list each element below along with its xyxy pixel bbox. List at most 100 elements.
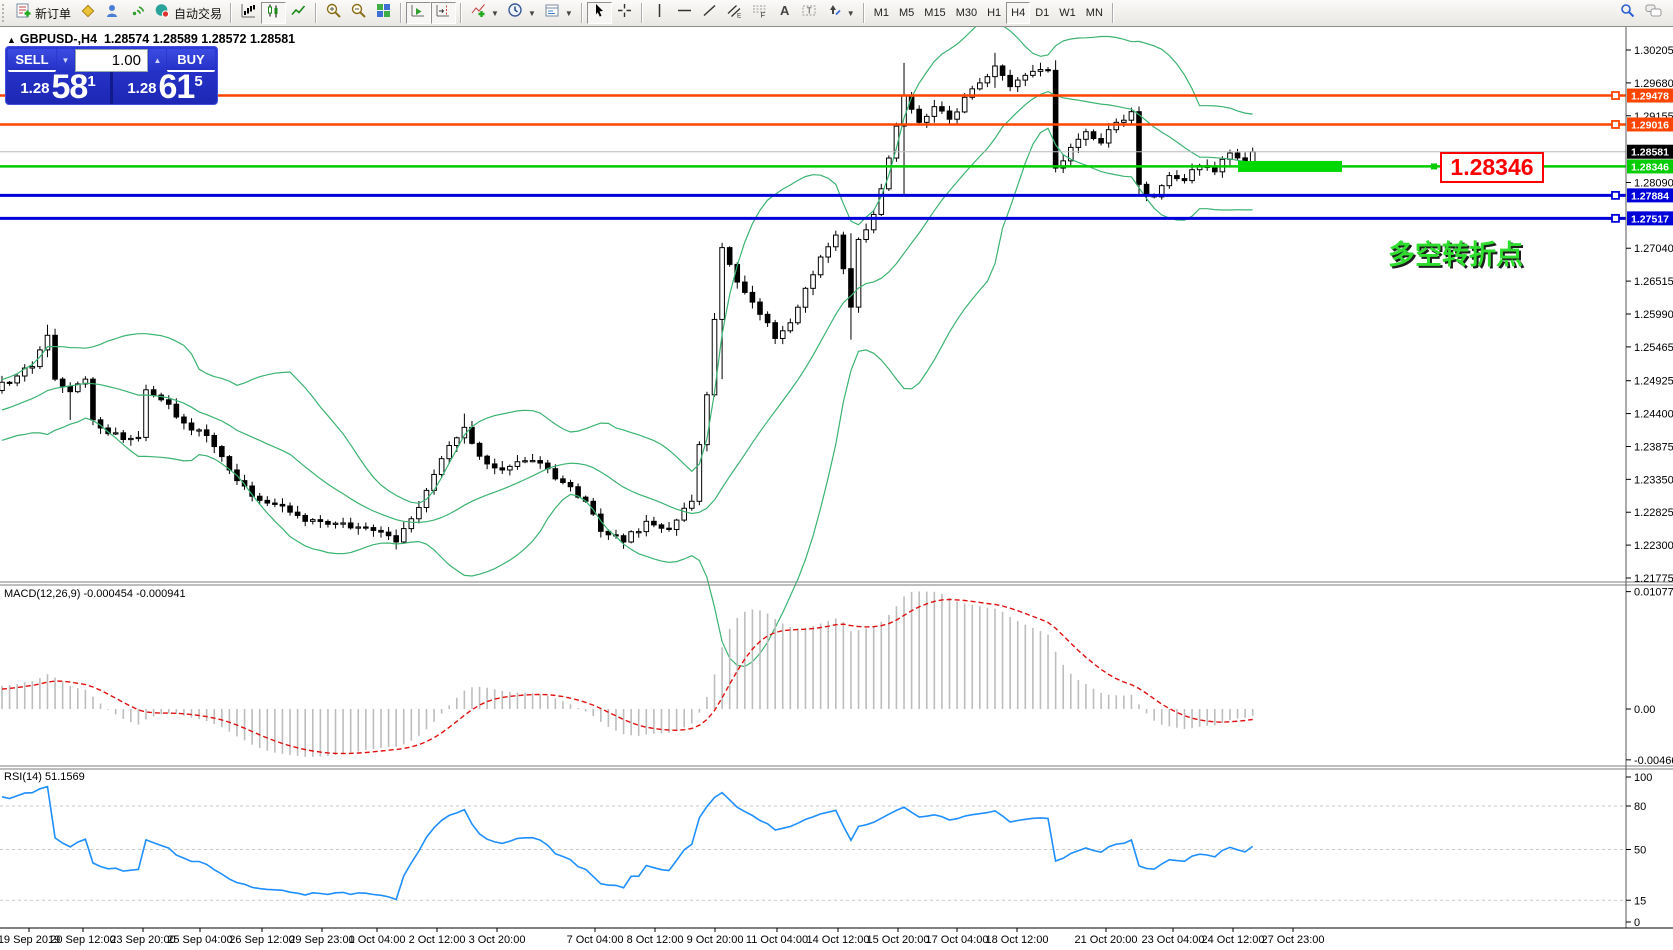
- timeframe-m15-button[interactable]: M15: [924, 7, 946, 19]
- zoom-in-button[interactable]: [321, 2, 346, 24]
- sell-button[interactable]: SELL: [8, 49, 56, 72]
- svg-text:7 Oct 04:00: 7 Oct 04:00: [567, 934, 624, 946]
- templates-button[interactable]: ▼: [540, 2, 577, 24]
- svg-text:1.24925: 1.24925: [1634, 376, 1673, 388]
- profile-icon: [104, 2, 121, 24]
- svg-text:1.29680: 1.29680: [1634, 78, 1673, 90]
- svg-text:25 Sep 04:00: 25 Sep 04:00: [167, 934, 232, 946]
- toolbar-grip: [2, 4, 9, 22]
- new-order-button[interactable]: 新订单: [11, 2, 75, 24]
- chart-shift-button[interactable]: [431, 2, 457, 24]
- search-button[interactable]: [1615, 2, 1640, 24]
- svg-text:23 Sep 20:00: 23 Sep 20:00: [110, 934, 175, 946]
- horizontal-line-tool-button[interactable]: [672, 2, 697, 24]
- new-order-icon: [15, 2, 32, 24]
- svg-text:1.25465: 1.25465: [1634, 342, 1673, 354]
- accounts-button[interactable]: [100, 2, 125, 24]
- chart-title: ▲ GBPUSD-,H4 1.28574 1.28589 1.28572 1.28…: [7, 32, 295, 46]
- tile-windows-icon: [375, 2, 392, 24]
- svg-text:27 Oct 23:00: 27 Oct 23:00: [1262, 934, 1325, 946]
- text-label-tool-button[interactable]: T: [797, 2, 822, 24]
- svg-text:21 Oct 20:00: 21 Oct 20:00: [1075, 934, 1138, 946]
- arrows-tool-button[interactable]: ▼: [822, 2, 859, 24]
- periods-button[interactable]: ▼: [503, 2, 540, 24]
- svg-text:0.010775: 0.010775: [1634, 587, 1673, 599]
- timeframe-m5-button[interactable]: M5: [899, 7, 915, 19]
- svg-text:80: 80: [1634, 801, 1646, 813]
- timeframe-mn-button[interactable]: MN: [1085, 7, 1103, 19]
- buy-price-display[interactable]: 1.28 61 5: [113, 68, 217, 106]
- svg-text:F: F: [760, 11, 765, 20]
- svg-text:1.27040: 1.27040: [1634, 243, 1673, 255]
- arrows-icon: [826, 2, 843, 24]
- timeframe-w1-button[interactable]: W1: [1059, 7, 1076, 19]
- volume-increase-button[interactable]: ▲: [149, 49, 166, 72]
- bar-chart-button[interactable]: [236, 2, 261, 24]
- timeframe-m1-button[interactable]: M1: [873, 7, 889, 19]
- signals-button[interactable]: [125, 2, 150, 24]
- zoom-out-button[interactable]: [346, 2, 371, 24]
- svg-text:50: 50: [1634, 845, 1646, 857]
- svg-text:1.27517: 1.27517: [1631, 213, 1669, 225]
- search-icon: [1619, 2, 1636, 24]
- tile-windows-button[interactable]: [371, 2, 396, 24]
- clock-icon: [507, 2, 524, 24]
- timeframe-h4-button[interactable]: H4: [1006, 2, 1031, 24]
- sell-price-display[interactable]: 1.28 58 1: [6, 70, 113, 104]
- auto-trading-label: 自动交易: [174, 6, 223, 21]
- svg-text:-0.004668: -0.004668: [1634, 755, 1673, 767]
- auto-trading-button[interactable]: 自动交易: [150, 2, 226, 24]
- svg-text:11 Oct 04:00: 11 Oct 04:00: [746, 934, 808, 946]
- toolbar-separator: [315, 3, 318, 23]
- timeframe-d1-button[interactable]: D1: [1035, 7, 1050, 19]
- chat-button[interactable]: [1640, 2, 1667, 24]
- auto-trading-icon: [154, 2, 171, 24]
- channel-tool-button[interactable]: E: [722, 2, 747, 24]
- buy-button[interactable]: BUY: [167, 49, 215, 72]
- svg-text:18 Oct 12:00: 18 Oct 12:00: [986, 934, 1049, 946]
- chart-collapse-icon[interactable]: ▲: [7, 35, 16, 45]
- line-chart-button[interactable]: [286, 2, 311, 24]
- chart-shift-icon: [435, 2, 452, 24]
- timeframe-h1-button[interactable]: H1: [987, 7, 1002, 19]
- svg-text:17 Oct 04:00: 17 Oct 04:00: [926, 934, 989, 946]
- toolbar-separator: [400, 3, 403, 23]
- zoom-in-icon: [325, 2, 342, 24]
- chat-icon: [1644, 2, 1663, 24]
- price-callout-box[interactable]: 1.28346: [1440, 152, 1544, 183]
- turning-point-annotation: 多空转折点: [1388, 240, 1523, 270]
- toolbar-separator: [230, 3, 233, 23]
- crosshair-tool-button[interactable]: [612, 2, 637, 24]
- svg-text:100: 100: [1634, 772, 1652, 784]
- candlestick-chart-icon: [265, 2, 282, 24]
- toolbar-separator: [580, 3, 583, 23]
- chart-canvas[interactable]: 1.302051.296801.291551.280901.270401.265…: [0, 27, 1673, 950]
- buy-price-big: 61: [158, 68, 196, 106]
- auto-scroll-button[interactable]: [406, 2, 432, 24]
- svg-text:1.23350: 1.23350: [1634, 474, 1673, 486]
- svg-text:1.22300: 1.22300: [1634, 540, 1673, 552]
- volume-decrease-button[interactable]: ▼: [57, 49, 74, 72]
- periods-caret-icon: ▼: [527, 8, 536, 18]
- candlestick-chart-button[interactable]: [261, 2, 287, 24]
- trendline-tool-button[interactable]: [697, 2, 722, 24]
- fibonacci-tool-button[interactable]: F: [747, 2, 772, 24]
- svg-text:1.25990: 1.25990: [1634, 309, 1673, 321]
- buy-price-prefix: 1.28: [127, 80, 157, 97]
- cursor-tool-button[interactable]: [586, 2, 612, 24]
- vertical-line-tool-button[interactable]: [647, 2, 672, 24]
- svg-text:29 Sep 23:00: 29 Sep 23:00: [289, 934, 354, 946]
- market-watch-button[interactable]: [75, 2, 100, 24]
- text-tool-button[interactable]: A: [772, 2, 797, 24]
- toolbar-separator: [640, 3, 643, 23]
- chart-window: 1.30205 1.29680 1.29155 1.28090 1.27040 1.265…: [0, 27, 1673, 950]
- sell-price-prefix: 1.28: [20, 80, 50, 97]
- svg-text:1.23875: 1.23875: [1634, 441, 1673, 453]
- cursor-icon: [591, 2, 608, 24]
- timeframe-m30-button[interactable]: M30: [955, 7, 978, 19]
- svg-text:8 Oct 12:00: 8 Oct 12:00: [627, 934, 684, 946]
- new-order-label: 新订单: [35, 6, 72, 21]
- svg-text:9 Oct 20:00: 9 Oct 20:00: [687, 934, 744, 946]
- volume-input[interactable]: [75, 49, 148, 72]
- indicators-button[interactable]: ▼: [466, 2, 503, 24]
